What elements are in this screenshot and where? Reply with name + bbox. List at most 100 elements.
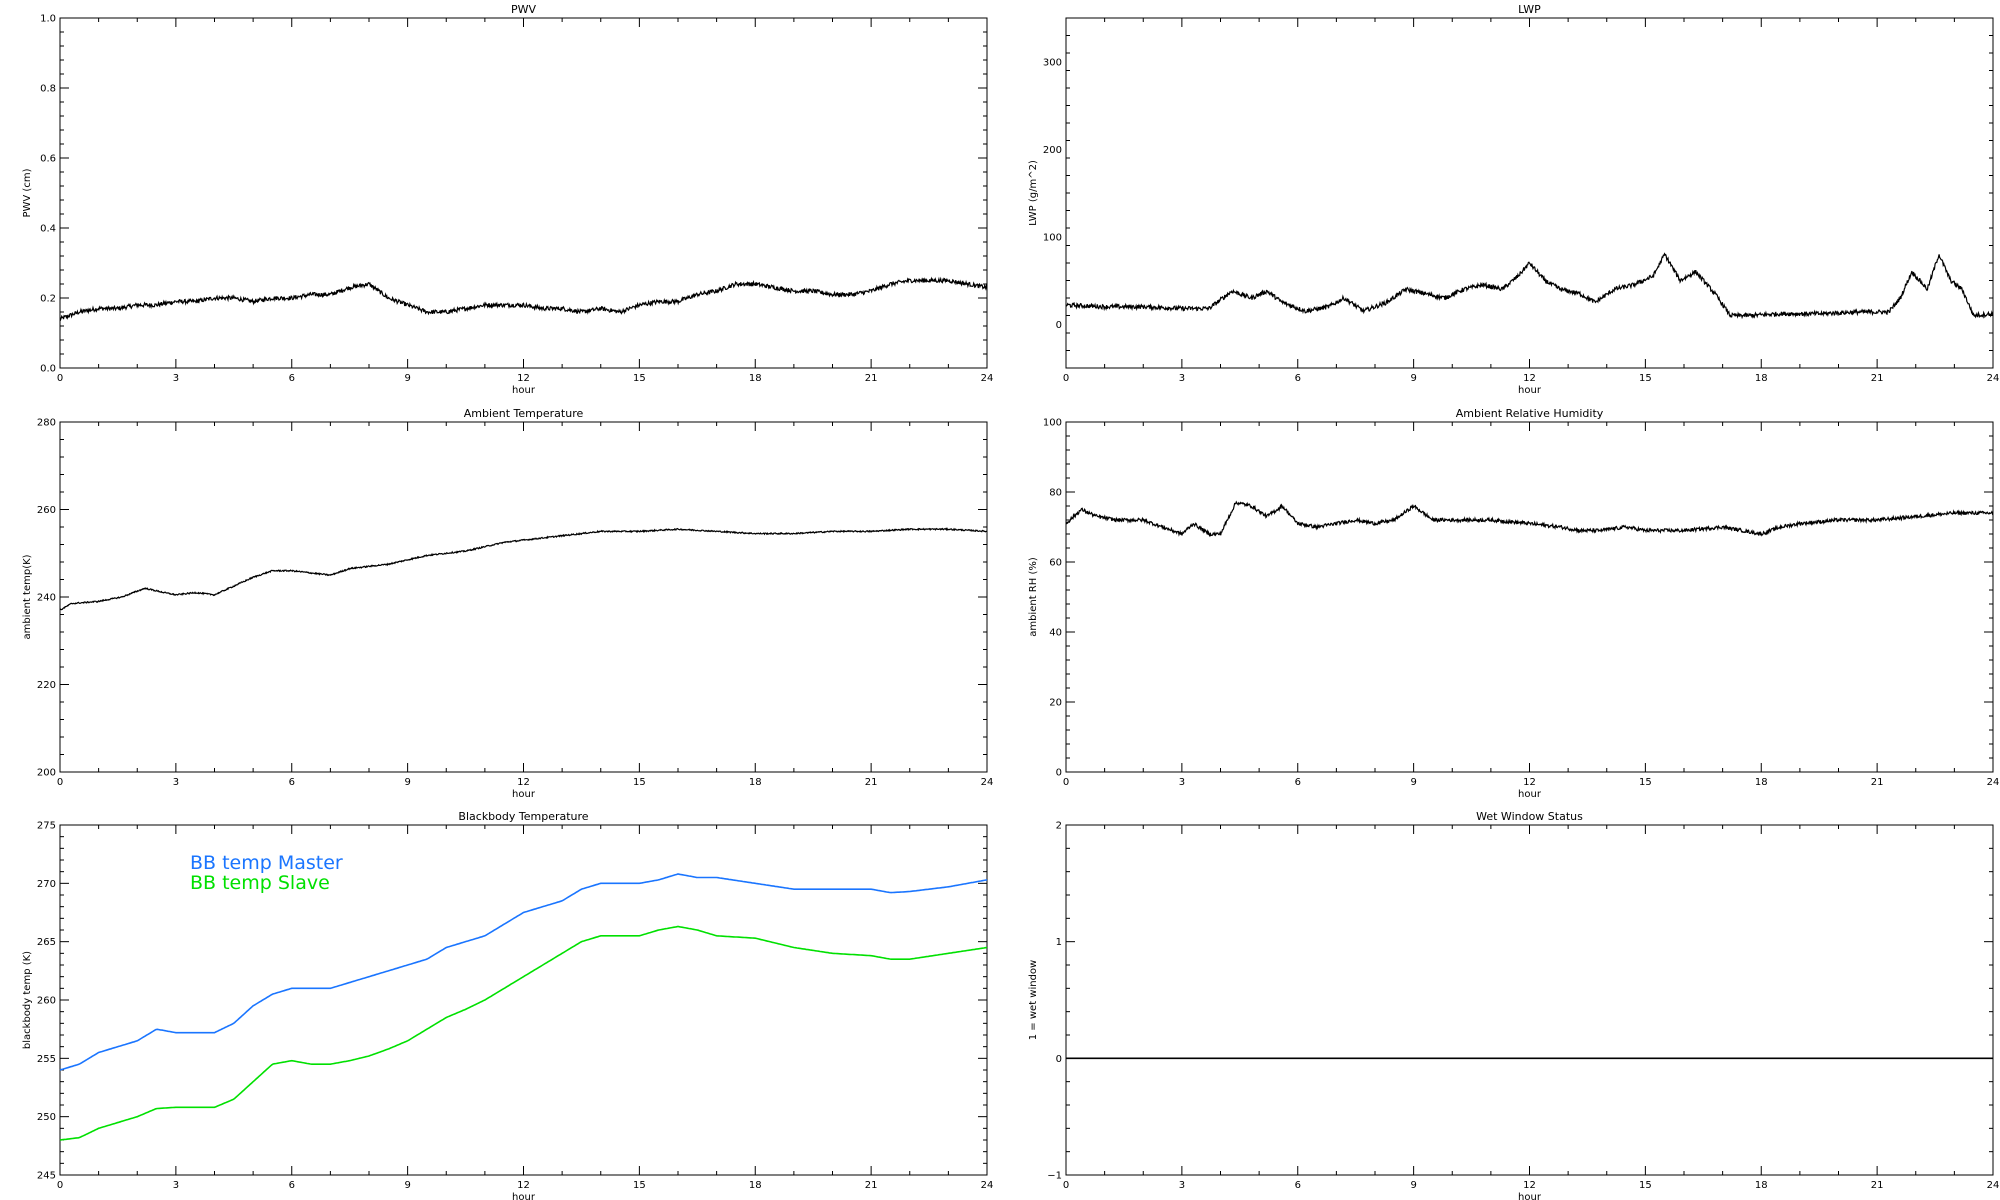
y-tick-label: 240 xyxy=(37,593,56,604)
x-tick-label: 0 xyxy=(57,373,63,384)
x-tick-label: 15 xyxy=(1639,373,1652,384)
x-tick-label: 15 xyxy=(633,373,646,384)
legend-entry: BB temp Master xyxy=(190,852,343,874)
y-tick-label: 0.0 xyxy=(40,364,56,375)
x-tick-label: 24 xyxy=(981,777,994,788)
y-tick-label: 60 xyxy=(1049,558,1062,569)
y-tick-label: 20 xyxy=(1049,698,1062,709)
x-tick-label: 18 xyxy=(1755,1180,1768,1191)
y-tick-label: 280 xyxy=(37,418,56,429)
y-tick-label: 250 xyxy=(37,1112,56,1123)
chart-title: LWP xyxy=(1518,3,1541,16)
chart-title: Wet Window Status xyxy=(1476,810,1583,823)
y-axis-label: ambient RH (%) xyxy=(1028,557,1039,637)
y-tick-label: 2 xyxy=(1056,821,1062,832)
x-tick-label: 12 xyxy=(517,373,530,384)
x-tick-label: 24 xyxy=(1987,373,2000,384)
panel-ambient-humidity: Ambient Relative Humidity hour ambient RH … xyxy=(1028,407,1999,800)
x-tick-label: 21 xyxy=(1871,777,1884,788)
y-tick-label: 1 xyxy=(1056,937,1062,948)
x-tick-label: 21 xyxy=(1871,1180,1884,1191)
x-axis-label: hour xyxy=(512,1192,536,1200)
y-tick-label: 1.0 xyxy=(40,14,56,25)
panel-wet-window-status: Wet Window Status hour 1 = wet window 0 3 6 9 1… xyxy=(1028,810,1999,1200)
x-tick-label: 3 xyxy=(173,1180,179,1191)
x-tick-label: 18 xyxy=(749,777,762,788)
plot-frame xyxy=(1065,421,1994,773)
chart-title: Ambient Relative Humidity xyxy=(1456,407,1604,420)
y-axis-label: LWP (g/m^2) xyxy=(1028,160,1039,226)
x-axis-label: hour xyxy=(512,385,536,396)
y-tick-label: 200 xyxy=(1043,145,1062,156)
x-tick-label: 24 xyxy=(981,373,994,384)
panel-lwp: LWP hour LWP (g/m^2) 0 3 6 9 12 15 18 21 24 0 100 200 3… xyxy=(1028,3,1999,396)
x-tick-label: 6 xyxy=(1295,1180,1301,1191)
x-tick-label: 9 xyxy=(1410,777,1416,788)
x-tick-label: 15 xyxy=(1639,777,1652,788)
y-tick-label: 40 xyxy=(1049,628,1062,639)
x-tick-label: 0 xyxy=(1063,1180,1069,1191)
x-tick-label: 21 xyxy=(865,1180,878,1191)
y-tick-label: 220 xyxy=(37,680,56,691)
x-tick-label: 12 xyxy=(517,777,530,788)
x-tick-label: 6 xyxy=(289,373,295,384)
x-tick-label: 9 xyxy=(404,373,410,384)
y-tick-label: 260 xyxy=(37,505,56,516)
y-axis-label: ambient temp(K) xyxy=(22,554,33,639)
chart-title: Blackbody Temperature xyxy=(458,810,588,823)
x-tick-label: 15 xyxy=(633,777,646,788)
chart-title: PWV xyxy=(511,3,537,16)
legend-entry: BB temp Slave xyxy=(190,872,330,894)
y-tick-label: 100 xyxy=(1043,418,1062,429)
series-line-bb-temp-slave xyxy=(59,925,988,1141)
y-tick-label: 270 xyxy=(37,879,56,890)
panel-pwv: PWV hour PWV (cm) 0 3 6 9 12 15 18 21 24 0.0 0.2 0.4 0.… xyxy=(22,3,993,396)
y-axis-label: PWV (cm) xyxy=(22,168,33,217)
y-tick-label: 0.8 xyxy=(40,84,56,95)
x-tick-label: 12 xyxy=(1523,373,1536,384)
y-tick-label: 0 xyxy=(1056,768,1062,779)
x-tick-label: 0 xyxy=(1063,373,1069,384)
y-tick-label: 265 xyxy=(37,937,56,948)
series-line-0 xyxy=(59,527,988,611)
y-tick-label: 0 xyxy=(1056,320,1062,331)
x-tick-label: 12 xyxy=(1523,777,1536,788)
x-tick-label: 6 xyxy=(1295,373,1301,384)
plot-frame xyxy=(59,17,988,369)
x-tick-label: 12 xyxy=(517,1180,530,1191)
x-tick-label: 21 xyxy=(865,777,878,788)
y-tick-label: 275 xyxy=(37,821,56,832)
x-axis-label: hour xyxy=(512,789,536,800)
series-line-bb-temp-master xyxy=(59,873,988,1071)
x-tick-label: 18 xyxy=(1755,373,1768,384)
x-tick-label: 3 xyxy=(173,373,179,384)
x-tick-label: 3 xyxy=(1179,373,1185,384)
x-tick-label: 9 xyxy=(1410,1180,1416,1191)
x-tick-label: 21 xyxy=(865,373,878,384)
x-tick-label: 3 xyxy=(173,777,179,788)
x-tick-label: 15 xyxy=(1639,1180,1652,1191)
x-tick-label: 0 xyxy=(57,1180,63,1191)
x-axis-label: hour xyxy=(1518,789,1542,800)
x-tick-label: 24 xyxy=(1987,777,2000,788)
panel-ambient-temperature: Ambient Temperature hour ambient temp(K) 0 3… xyxy=(22,407,993,800)
series-line-0 xyxy=(59,276,988,322)
y-tick-label: 100 xyxy=(1043,232,1062,243)
y-tick-label: 0 xyxy=(1056,1054,1062,1065)
series-line-0 xyxy=(1066,500,1994,538)
x-tick-label: 24 xyxy=(1987,1180,2000,1191)
y-tick-label: 0.4 xyxy=(40,224,56,235)
x-tick-label: 6 xyxy=(289,1180,295,1191)
x-tick-label: 9 xyxy=(404,777,410,788)
y-tick-label: 0.6 xyxy=(40,154,56,165)
y-axis-label: blackbody temp (K) xyxy=(22,951,33,1049)
plot-frame xyxy=(59,421,988,773)
plot-frame xyxy=(1065,824,1994,1176)
x-tick-label: 18 xyxy=(1755,777,1768,788)
y-tick-label: −1 xyxy=(1047,1171,1062,1182)
y-tick-label: 260 xyxy=(37,996,56,1007)
x-tick-label: 0 xyxy=(57,777,63,788)
y-tick-label: 80 xyxy=(1049,488,1062,499)
x-tick-label: 18 xyxy=(749,1180,762,1191)
plot-frame xyxy=(1065,17,1994,369)
